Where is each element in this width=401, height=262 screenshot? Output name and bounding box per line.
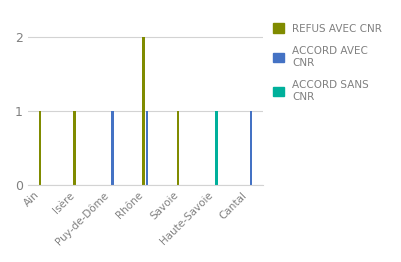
Bar bbox=[146, 111, 148, 185]
Bar bbox=[215, 111, 217, 185]
Bar bbox=[177, 111, 179, 185]
Legend: REFUS AVEC CNR, ACCORD AVEC
CNR, ACCORD SANS
CNR: REFUS AVEC CNR, ACCORD AVEC CNR, ACCORD … bbox=[270, 20, 385, 105]
Bar bbox=[38, 111, 41, 185]
Bar bbox=[142, 37, 145, 185]
Bar bbox=[73, 111, 75, 185]
Bar bbox=[250, 111, 252, 185]
Bar bbox=[111, 111, 113, 185]
